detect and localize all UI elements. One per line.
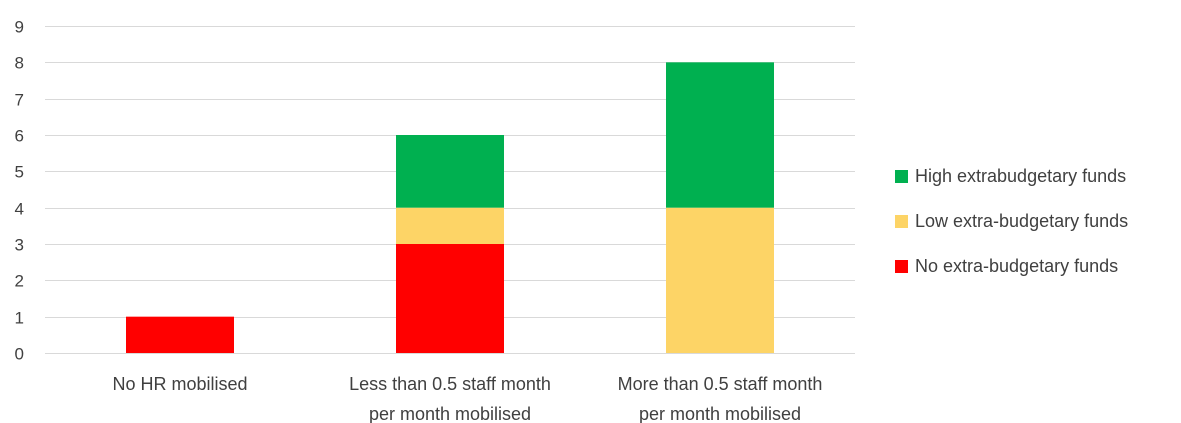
legend-label: No extra-budgetary funds xyxy=(915,256,1118,276)
y-tick-label: 8 xyxy=(15,54,24,73)
x-category-label: Less than 0.5 staff month xyxy=(349,374,551,394)
x-category-label: More than 0.5 staff month xyxy=(618,374,823,394)
bar-segment xyxy=(396,207,504,244)
legend-swatch xyxy=(895,260,908,273)
y-tick-label: 2 xyxy=(15,272,24,291)
y-tick-label: 7 xyxy=(15,91,24,110)
legend-swatch xyxy=(895,215,908,228)
legend-label: High extrabudgetary funds xyxy=(915,166,1126,186)
x-category-label: per month mobilised xyxy=(639,404,801,423)
bar-segment xyxy=(126,316,234,353)
bar-segment xyxy=(396,135,504,208)
y-tick-label: 9 xyxy=(15,18,24,37)
y-tick-label: 4 xyxy=(15,200,24,219)
y-tick-label: 1 xyxy=(15,309,24,328)
bar-segment xyxy=(396,244,504,353)
y-tick-label: 3 xyxy=(15,236,24,255)
y-tick-label: 6 xyxy=(15,127,24,146)
x-category-label: No HR mobilised xyxy=(112,374,247,394)
bars xyxy=(126,62,774,353)
legend: High extrabudgetary funds Low extra-budge… xyxy=(895,166,1128,276)
y-tick-label: 0 xyxy=(15,345,24,364)
y-tick-label: 5 xyxy=(15,163,24,182)
x-axis-category-labels: No HR mobilised Less than 0.5 staff month… xyxy=(112,374,822,423)
legend-swatch xyxy=(895,170,908,183)
y-axis-tick-labels: 0 1 2 3 4 5 6 7 8 9 xyxy=(15,18,24,364)
bar-segment xyxy=(666,62,774,208)
bar-segment xyxy=(666,207,774,353)
x-category-label: per month mobilised xyxy=(369,404,531,423)
legend-label: Low extra-budgetary funds xyxy=(915,211,1128,231)
